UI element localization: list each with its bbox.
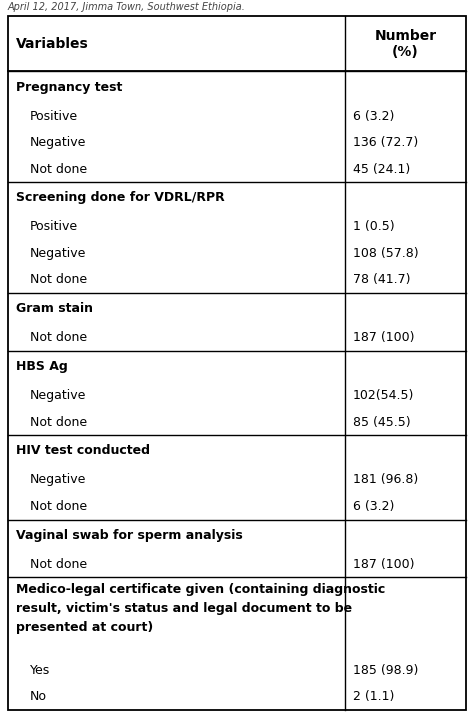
Text: Not done: Not done xyxy=(30,500,87,513)
Text: Positive: Positive xyxy=(30,109,78,122)
Text: Variables: Variables xyxy=(16,36,89,51)
Text: Not done: Not done xyxy=(30,331,87,344)
Text: HBS Ag: HBS Ag xyxy=(16,360,68,373)
Text: Pregnancy test: Pregnancy test xyxy=(16,81,122,94)
Text: Yes: Yes xyxy=(30,664,50,676)
Text: April 12, 2017, Jimma Town, Southwest Ethiopia.: April 12, 2017, Jimma Town, Southwest Et… xyxy=(8,2,246,12)
Text: Not done: Not done xyxy=(30,415,87,428)
Text: HIV test conducted: HIV test conducted xyxy=(16,445,150,458)
Text: 187 (100): 187 (100) xyxy=(353,331,414,344)
Text: Medico-legal certificate given (containing diagnostic
result, victim's status an: Medico-legal certificate given (containi… xyxy=(16,583,385,634)
Text: Not done: Not done xyxy=(30,162,87,175)
Text: Negative: Negative xyxy=(30,247,86,260)
Text: Negative: Negative xyxy=(30,136,86,149)
Text: 2 (1.1): 2 (1.1) xyxy=(353,690,394,704)
Text: 78 (41.7): 78 (41.7) xyxy=(353,273,410,287)
Text: Screening done for VDRL/RPR: Screening done for VDRL/RPR xyxy=(16,192,225,204)
Text: Negative: Negative xyxy=(30,389,86,402)
Text: 187 (100): 187 (100) xyxy=(353,558,414,571)
Text: 45 (24.1): 45 (24.1) xyxy=(353,162,410,175)
Text: 136 (72.7): 136 (72.7) xyxy=(353,136,418,149)
Text: 181 (96.8): 181 (96.8) xyxy=(353,473,418,486)
Text: No: No xyxy=(30,690,47,704)
Text: Not done: Not done xyxy=(30,273,87,287)
Text: 108 (57.8): 108 (57.8) xyxy=(353,247,418,260)
Text: 6 (3.2): 6 (3.2) xyxy=(353,109,394,122)
Text: 85 (45.5): 85 (45.5) xyxy=(353,415,410,428)
Text: Positive: Positive xyxy=(30,220,78,233)
Text: 6 (3.2): 6 (3.2) xyxy=(353,500,394,513)
Text: Gram stain: Gram stain xyxy=(16,302,93,315)
Text: Not done: Not done xyxy=(30,558,87,571)
Text: Number
(%): Number (%) xyxy=(374,29,437,59)
Text: 102(54.5): 102(54.5) xyxy=(353,389,414,402)
Text: Negative: Negative xyxy=(30,473,86,486)
Text: Vaginal swab for sperm analysis: Vaginal swab for sperm analysis xyxy=(16,529,243,542)
Text: 1 (0.5): 1 (0.5) xyxy=(353,220,394,233)
Text: 185 (98.9): 185 (98.9) xyxy=(353,664,418,676)
